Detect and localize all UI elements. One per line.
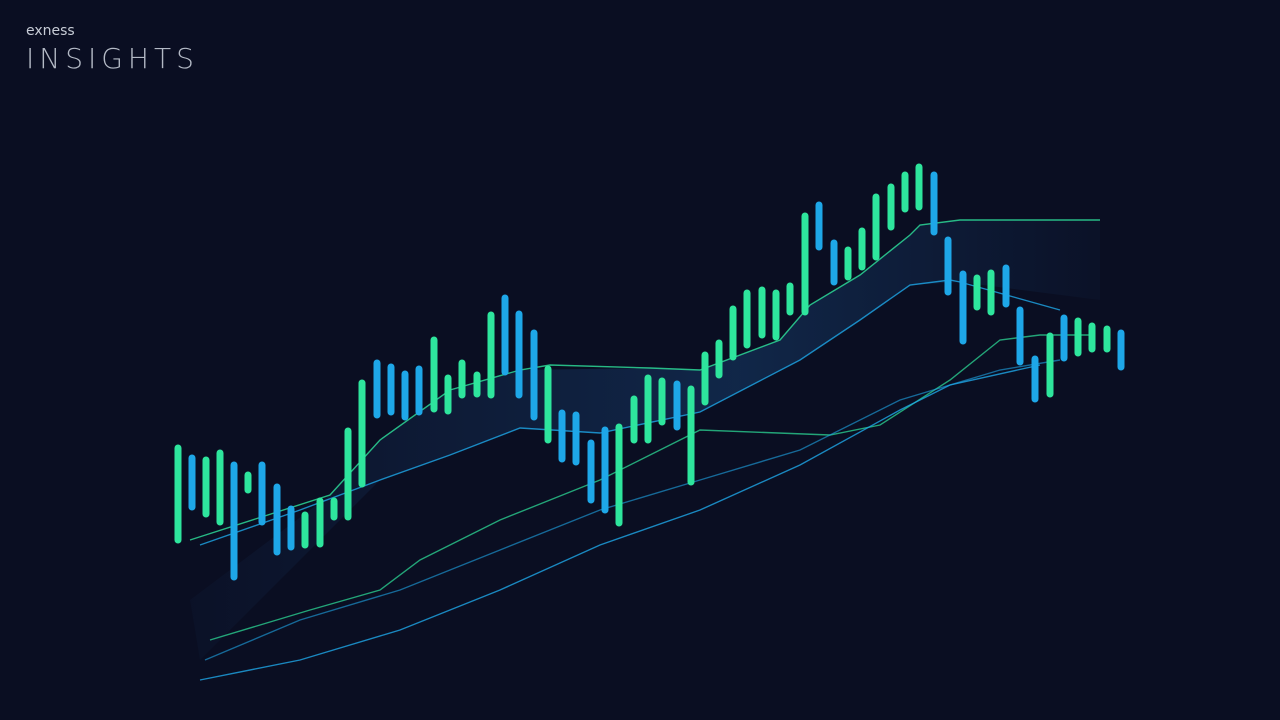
band-shade	[190, 220, 1100, 660]
moving-average	[189, 219, 1100, 541]
title: INSIGHTS	[26, 42, 199, 75]
illustration	[174, 163, 1125, 681]
moving-average	[209, 334, 1090, 641]
brand: exness	[26, 23, 75, 39]
moving-average	[199, 364, 1041, 681]
